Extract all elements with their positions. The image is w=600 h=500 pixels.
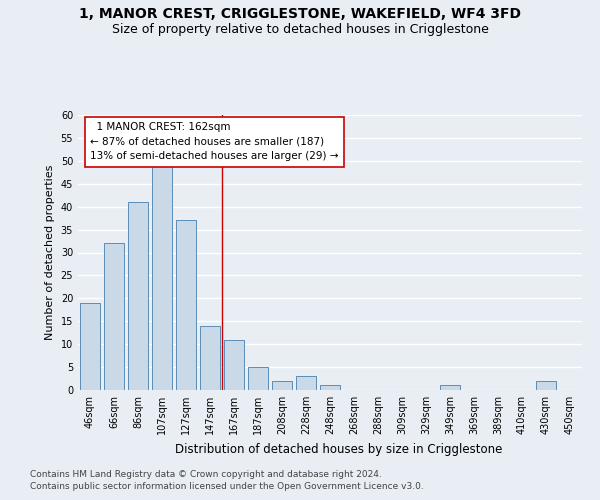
Bar xyxy=(200,326,220,390)
Y-axis label: Number of detached properties: Number of detached properties xyxy=(45,165,55,340)
Text: Size of property relative to detached houses in Crigglestone: Size of property relative to detached ho… xyxy=(112,22,488,36)
Text: Contains public sector information licensed under the Open Government Licence v3: Contains public sector information licen… xyxy=(30,482,424,491)
Text: 1, MANOR CREST, CRIGGLESTONE, WAKEFIELD, WF4 3FD: 1, MANOR CREST, CRIGGLESTONE, WAKEFIELD,… xyxy=(79,8,521,22)
Bar xyxy=(440,386,460,390)
Bar xyxy=(80,303,100,390)
Text: Contains HM Land Registry data © Crown copyright and database right 2024.: Contains HM Land Registry data © Crown c… xyxy=(30,470,382,479)
Bar xyxy=(224,340,244,390)
Bar xyxy=(152,166,172,390)
Bar xyxy=(272,381,292,390)
Text: Distribution of detached houses by size in Crigglestone: Distribution of detached houses by size … xyxy=(175,442,503,456)
Bar xyxy=(296,376,316,390)
Text: 1 MANOR CREST: 162sqm
← 87% of detached houses are smaller (187)
13% of semi-det: 1 MANOR CREST: 162sqm ← 87% of detached … xyxy=(91,122,339,162)
Bar xyxy=(320,386,340,390)
Bar xyxy=(248,367,268,390)
Bar xyxy=(536,381,556,390)
Bar xyxy=(176,220,196,390)
Bar xyxy=(128,202,148,390)
Bar xyxy=(104,244,124,390)
